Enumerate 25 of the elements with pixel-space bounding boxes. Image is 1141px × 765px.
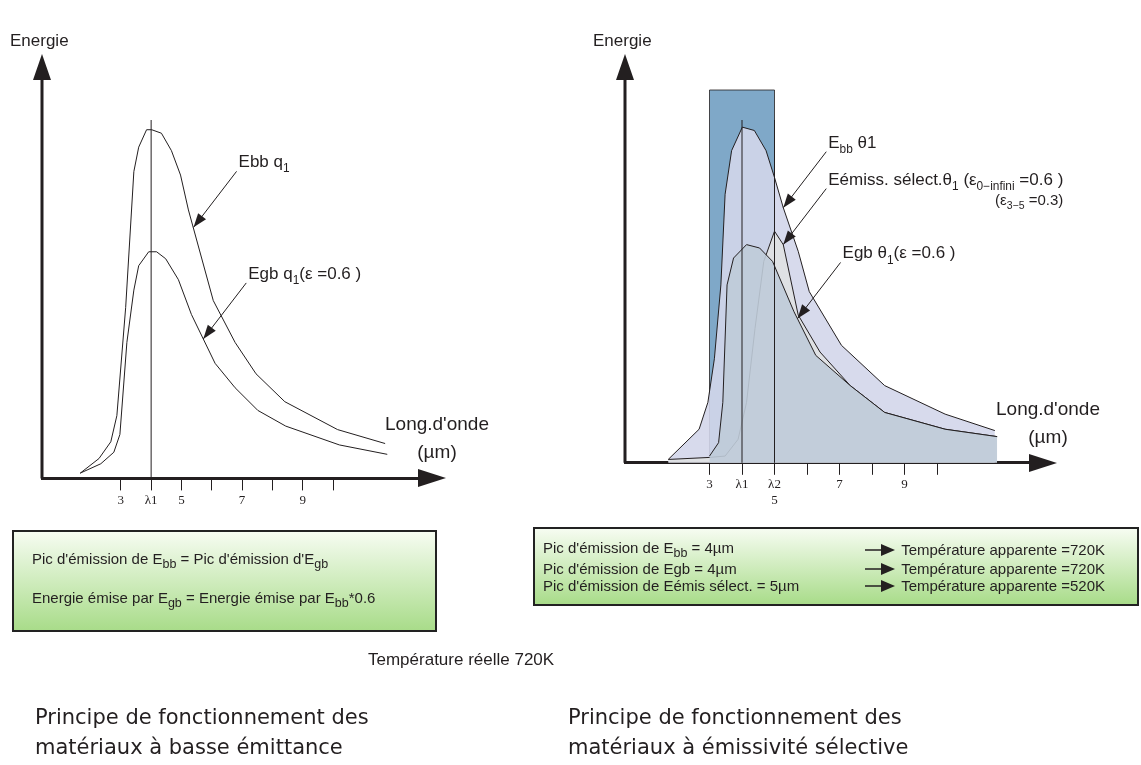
- text: Température apparente =520K: [900, 577, 1107, 594]
- x-tick-label: 9: [901, 476, 908, 492]
- y-axis-title: Energie: [10, 31, 69, 50]
- y-axis-title: Energie: [593, 31, 652, 50]
- x-tick-label: 7: [836, 476, 844, 492]
- x-tick-label: 7: [238, 491, 246, 507]
- x-tick-label: 3: [117, 491, 125, 507]
- text: Température apparente =720K: [900, 541, 1107, 558]
- text: Pic d'émission de Eémis sélect. = 5µm: [543, 577, 801, 594]
- x-axis-title: Long.d'onde (µm): [385, 413, 490, 463]
- x-axis-title: Long.d'onde (µm): [996, 397, 1101, 447]
- text: Température apparente =720K: [900, 560, 1107, 577]
- text: Energie émise par E$_{gb}$ = Energie émise par E$_{bb}$*0.6: [32, 588, 377, 612]
- text: Pic d'émission de E$_{bb}$ = Pic d'émission d'E$_{gb}$: [32, 549, 330, 573]
- text: Principe de fonctionnement des matériaux à émissivité sélective: [568, 704, 910, 761]
- text: Pic d'émission de Egb = 4µm: [543, 560, 738, 577]
- x-tick-label: 5: [178, 491, 185, 507]
- x-tick-label: 9: [299, 491, 306, 507]
- x-tick-label: λ1: [735, 476, 749, 492]
- text: Pic d'émission de E$_{bb}$ = 4µm: [543, 539, 735, 560]
- text: Température réelle 720K: [368, 650, 555, 670]
- x-tick-label: λ1: [144, 491, 158, 507]
- x-tick-label: 3: [706, 476, 713, 492]
- x-tick-label: λ2 5: [768, 476, 781, 507]
- text: Principe de fonctionnement des matériaux à basse émittance: [35, 704, 370, 761]
